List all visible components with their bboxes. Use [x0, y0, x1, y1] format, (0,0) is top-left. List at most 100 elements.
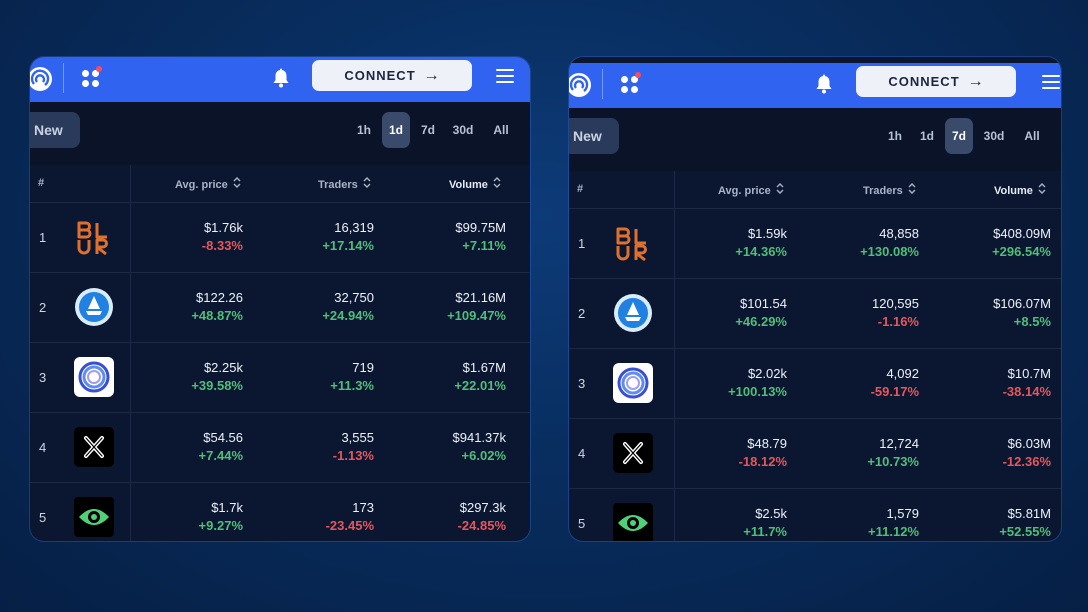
panel-content: CONNECT → New 1h 1d 7d 30d All # Avg. price Trader… [569, 63, 1061, 541]
app-logo-icon[interactable] [30, 67, 52, 91]
eye-logo-icon [613, 503, 653, 541]
sort-icon [908, 183, 916, 196]
volume-cell: $6.03M -12.36% [1003, 435, 1051, 470]
traders-header-label: Traders [318, 179, 358, 191]
traders-change: -23.45% [325, 518, 374, 533]
traders-value: 32,750 [334, 290, 374, 305]
period-tab-1h[interactable]: 1h [887, 129, 902, 143]
avg-price-change: -8.33% [201, 238, 243, 253]
period-tab-7d[interactable]: 7d [420, 123, 435, 137]
apps-grid-icon[interactable] [619, 72, 641, 96]
avg-price-change: +11.7% [743, 524, 787, 539]
panel-content: CONNECT → New 1h 1d 7d 30d All # Avg. price Trader… [30, 57, 530, 541]
sort-icon [776, 183, 784, 196]
hamburger-menu-icon[interactable] [1042, 75, 1060, 89]
avg-price-value: $122.26 [196, 290, 243, 305]
sort-icon [1038, 183, 1046, 196]
arrow-right-icon: → [967, 72, 984, 90]
period-tab-1d[interactable]: 1d [919, 129, 934, 143]
volume-change: +52.55% [999, 524, 1051, 539]
bell-icon[interactable] [270, 67, 292, 89]
period-tab-all[interactable]: All [1024, 129, 1040, 143]
avg-price-change: +100.13% [728, 384, 787, 399]
traders-value: 173 [352, 500, 374, 515]
x2y2-logo-icon [74, 427, 114, 467]
volume-change: -12.36% [1002, 454, 1051, 469]
apps-grid-icon[interactable] [80, 66, 102, 90]
top-bar: CONNECT → [30, 57, 530, 102]
period-tab-7d[interactable]: 7d [945, 118, 973, 154]
traders-change: +10.73% [867, 454, 919, 469]
period-tab-30d[interactable]: 30d [452, 123, 474, 137]
volume-column-header[interactable]: Volume [449, 177, 501, 191]
rank-number: 2 [39, 300, 47, 315]
traders-column-header[interactable]: Traders [318, 177, 371, 191]
rank-number: 2 [578, 306, 586, 321]
avg-price-cell: $2.5k +11.7% [743, 505, 787, 540]
table-row[interactable]: 5 $1.7k +9.27% 173 -23.45% $297.3k -24.85% [30, 483, 530, 541]
app-logo-icon[interactable] [569, 73, 591, 97]
table-row[interactable]: 2 $122.26 +48.87% 32,750 +24.94% $21.16M +109.… [30, 273, 530, 343]
traders-value: 120,595 [872, 296, 919, 311]
new-tab-button[interactable]: New [30, 112, 80, 148]
table-row[interactable]: 5 $2.5k +11.7% 1,579 +11.12% $5.81M +52.55% [569, 489, 1061, 541]
connect-button[interactable]: CONNECT → [312, 60, 472, 91]
avg-price-change: +7.44% [198, 448, 243, 463]
avg-price-column-header[interactable]: Avg. price [718, 183, 784, 197]
connect-button[interactable]: CONNECT → [856, 66, 1016, 97]
period-tab-1d[interactable]: 1d [382, 112, 410, 148]
traders-cell: 1,579 +11.12% [868, 505, 919, 540]
avg-price-header-label: Avg. price [175, 179, 228, 191]
traders-value: 16,319 [334, 220, 374, 235]
table-row[interactable]: 3 $2.02k +100.13% 4,092 -59.17% $10.7M -38.14% [569, 349, 1061, 419]
traders-cell: 4,092 -59.17% [871, 365, 919, 400]
traders-change: +130.08% [860, 244, 919, 259]
filter-bar: New 1h 1d 7d 30d All [30, 102, 530, 165]
new-label: New [34, 122, 63, 138]
avg-price-cell: $101.54 +46.29% [735, 295, 787, 330]
ring-logo-icon [613, 363, 653, 403]
blur-logo-icon [613, 223, 653, 263]
volume-cell: $10.7M -38.14% [1003, 365, 1051, 400]
top-bar: CONNECT → [569, 63, 1061, 108]
table-row[interactable]: 4 $54.56 +7.44% 3,555 -1.13% $941.37k +6.02% [30, 413, 530, 483]
avg-price-change: +14.36% [735, 244, 787, 259]
sort-icon [493, 177, 501, 190]
period-tab-all[interactable]: All [493, 123, 509, 137]
new-tab-button[interactable]: New [569, 118, 619, 154]
period-tab-1h[interactable]: 1h [356, 123, 371, 137]
topbar-divider [602, 69, 603, 99]
volume-value: $5.81M [1007, 506, 1051, 521]
volume-change: -24.85% [457, 518, 506, 533]
hamburger-menu-icon[interactable] [496, 69, 514, 83]
table-row[interactable]: 3 $2.25k +39.58% 719 +11.3% $1.67M +22.01% [30, 343, 530, 413]
table-row[interactable]: 1 $1.59k +14.36% 48,858 +130.08% $408.09M +296… [569, 209, 1061, 279]
blur-logo-icon [74, 217, 114, 257]
table-row[interactable]: 2 $101.54 +46.29% 120,595 -1.16% $106.07M +8.5… [569, 279, 1061, 349]
table-row[interactable]: 4 $48.79 -18.12% 12,724 +10.73% $6.03M -12.36% [569, 419, 1061, 489]
period-tab-30d[interactable]: 30d [983, 129, 1005, 143]
table-row[interactable]: 1 $1.76k -8.33% 16,319 +17.14% $99.75M +7.11% [30, 203, 530, 273]
traders-change: +11.12% [868, 524, 919, 539]
avg-price-cell: $1.59k +14.36% [735, 225, 787, 260]
traders-column-header[interactable]: Traders [863, 183, 916, 197]
opensea-logo-icon [74, 287, 114, 327]
volume-value: $99.75M [455, 220, 506, 235]
volume-column-header[interactable]: Volume [994, 183, 1046, 197]
volume-cell: $941.37k +6.02% [453, 429, 507, 464]
connect-label: CONNECT [888, 74, 960, 89]
rank-number: 4 [578, 446, 586, 461]
traders-change: -59.17% [870, 384, 919, 399]
traders-value: 3,555 [341, 430, 374, 445]
volume-value: $10.7M [1007, 366, 1051, 381]
rankings-panel-1d: CONNECT → New 1h 1d 7d 30d All # Avg. price Trader… [30, 57, 530, 541]
traders-value: 12,724 [879, 436, 919, 451]
volume-change: +109.47% [447, 308, 506, 323]
volume-change: +7.11% [462, 238, 506, 253]
rank-number: 3 [39, 370, 47, 385]
notification-dot [635, 72, 641, 78]
traders-cell: 32,750 +24.94% [322, 289, 374, 324]
bell-icon[interactable] [813, 73, 835, 95]
avg-price-column-header[interactable]: Avg. price [175, 177, 241, 191]
rank-number: 4 [39, 440, 47, 455]
